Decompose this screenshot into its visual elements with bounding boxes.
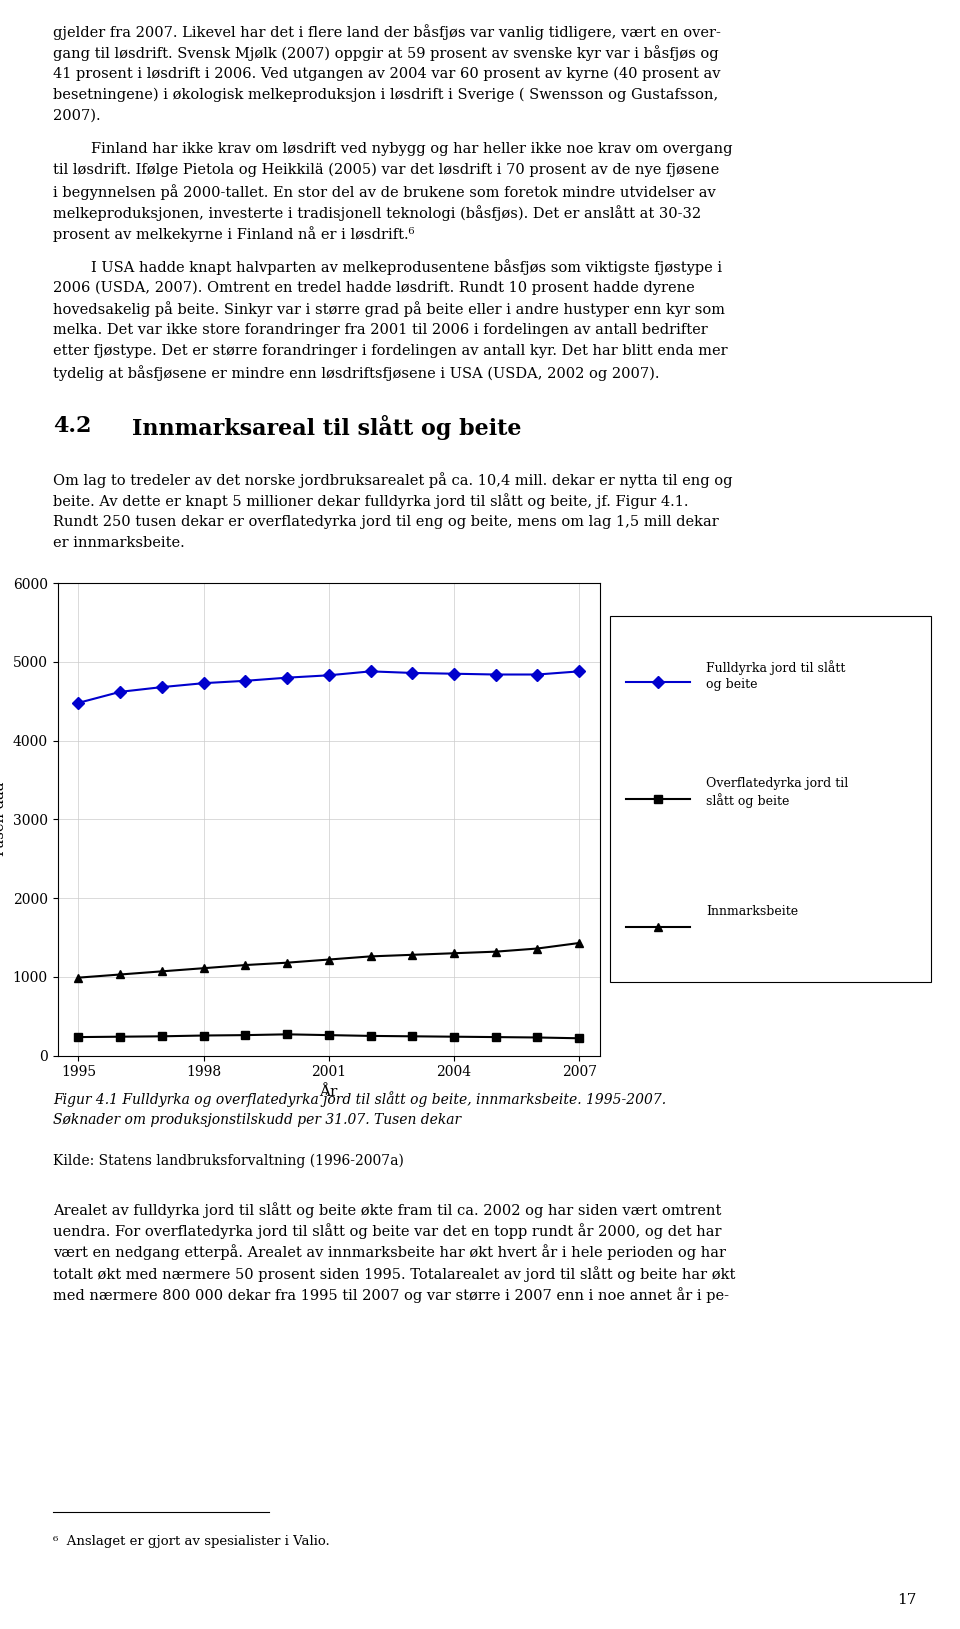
Y-axis label: Tusen daa: Tusen daa <box>0 782 7 857</box>
Text: melkeproduksjonen, investerte i tradisjonell teknologi (båsfjøs). Det er anslått: melkeproduksjonen, investerte i tradisjo… <box>53 205 701 222</box>
Text: i begynnelsen på 2000-tallet. En stor del av de brukene som foretok mindre utvid: i begynnelsen på 2000-tallet. En stor de… <box>53 184 715 200</box>
Text: melka. Det var ikke store forandringer fra 2001 til 2006 i fordelingen av antall: melka. Det var ikke store forandringer f… <box>53 323 708 337</box>
Text: 4.2: 4.2 <box>53 415 91 438</box>
Text: totalt økt med nærmere 50 prosent siden 1995. Totalarealet av jord til slått og : totalt økt med nærmere 50 prosent siden … <box>53 1266 735 1282</box>
Text: 2006 (USDA, 2007). Omtrent en tredel hadde løsdrift. Rundt 10 prosent hadde dyre: 2006 (USDA, 2007). Omtrent en tredel had… <box>53 280 694 295</box>
Text: Arealet av fulldyrka jord til slått og beite økte fram til ca. 2002 og har siden: Arealet av fulldyrka jord til slått og b… <box>53 1202 721 1218</box>
Text: Figur 4.1 Fulldyrka og overflatedyrka jord til slått og beite, innmarksbeite. 19: Figur 4.1 Fulldyrka og overflatedyrka jo… <box>53 1091 666 1108</box>
Text: Rundt 250 tusen dekar er overflatedyrka jord til eng og beite, mens om lag 1,5 m: Rundt 250 tusen dekar er overflatedyrka … <box>53 515 718 529</box>
X-axis label: År: År <box>320 1085 338 1100</box>
Text: vært en nedgang etterpå. Arealet av innmarksbeite har økt hvert år i hele period: vært en nedgang etterpå. Arealet av innm… <box>53 1245 726 1261</box>
Text: 17: 17 <box>898 1593 917 1608</box>
Text: er innmarksbeite.: er innmarksbeite. <box>53 536 184 551</box>
Text: til løsdrift. Ifølge Pietola og Heikkilä (2005) var det løsdrift i 70 prosent av: til løsdrift. Ifølge Pietola og Heikkilä… <box>53 163 719 178</box>
Text: gang til løsdrift. Svensk Mjølk (2007) oppgir at 59 prosent av svenske kyr var i: gang til løsdrift. Svensk Mjølk (2007) o… <box>53 46 718 62</box>
Text: beite. Av dette er knapt 5 millioner dekar fulldyrka jord til slått og beite, jf: beite. Av dette er knapt 5 millioner dek… <box>53 494 688 510</box>
Text: Søknader om produksjonstilskudd per 31.07. Tusen dekar: Søknader om produksjonstilskudd per 31.0… <box>53 1113 461 1127</box>
Text: med nærmere 800 000 dekar fra 1995 til 2007 og var større i 2007 enn i noe annet: med nærmere 800 000 dekar fra 1995 til 2… <box>53 1287 729 1303</box>
Text: etter fjøstype. Det er større forandringer i fordelingen av antall kyr. Det har : etter fjøstype. Det er større forandring… <box>53 344 728 358</box>
Text: besetningene) i økologisk melkeproduksjon i løsdrift i Sverige ( Swensson og Gus: besetningene) i økologisk melkeproduksjo… <box>53 88 718 103</box>
Text: I USA hadde knapt halvparten av melkeprodusentene båsfjøs som viktigste fjøstype: I USA hadde knapt halvparten av melkepro… <box>91 259 722 275</box>
Text: hovedsakelig på beite. Sinkyr var i større grad på beite eller i andre hustyper : hovedsakelig på beite. Sinkyr var i stør… <box>53 301 725 318</box>
Text: Innmarksareal til slått og beite: Innmarksareal til slått og beite <box>132 415 521 440</box>
Text: Finland har ikke krav om løsdrift ved nybygg og har heller ikke noe krav om over: Finland har ikke krav om løsdrift ved ny… <box>91 142 732 156</box>
Text: Overflatedyrka jord til
slått og beite: Overflatedyrka jord til slått og beite <box>707 777 849 808</box>
Text: 41 prosent i løsdrift i 2006. Ved utgangen av 2004 var 60 prosent av kyrne (40 p: 41 prosent i løsdrift i 2006. Ved utgang… <box>53 67 720 81</box>
Text: Kilde: Statens landbruksforvaltning (1996-2007a): Kilde: Statens landbruksforvaltning (199… <box>53 1153 403 1168</box>
Text: Innmarksbeite: Innmarksbeite <box>707 906 798 919</box>
Text: Om lag to tredeler av det norske jordbruksarealet på ca. 10,4 mill. dekar er nyt: Om lag to tredeler av det norske jordbru… <box>53 472 732 489</box>
Text: Fulldyrka jord til slått
og beite: Fulldyrka jord til slått og beite <box>707 660 846 691</box>
Text: 2007).: 2007). <box>53 109 101 124</box>
Text: ⁶  Anslaget er gjort av spesialister i Valio.: ⁶ Anslaget er gjort av spesialister i Va… <box>53 1535 329 1548</box>
FancyBboxPatch shape <box>610 616 931 982</box>
Text: uendra. For overflatedyrka jord til slått og beite var det en topp rundt år 2000: uendra. For overflatedyrka jord til slåt… <box>53 1223 721 1240</box>
Text: tydelig at båsfjøsene er mindre enn løsdriftsfjøsene i USA (USDA, 2002 og 2007).: tydelig at båsfjøsene er mindre enn løsd… <box>53 365 660 381</box>
Text: prosent av melkekyrne i Finland nå er i løsdrift.⁶: prosent av melkekyrne i Finland nå er i … <box>53 226 414 243</box>
Text: gjelder fra 2007. Likevel har det i flere land der båsfjøs var vanlig tidligere,: gjelder fra 2007. Likevel har det i fler… <box>53 24 721 41</box>
